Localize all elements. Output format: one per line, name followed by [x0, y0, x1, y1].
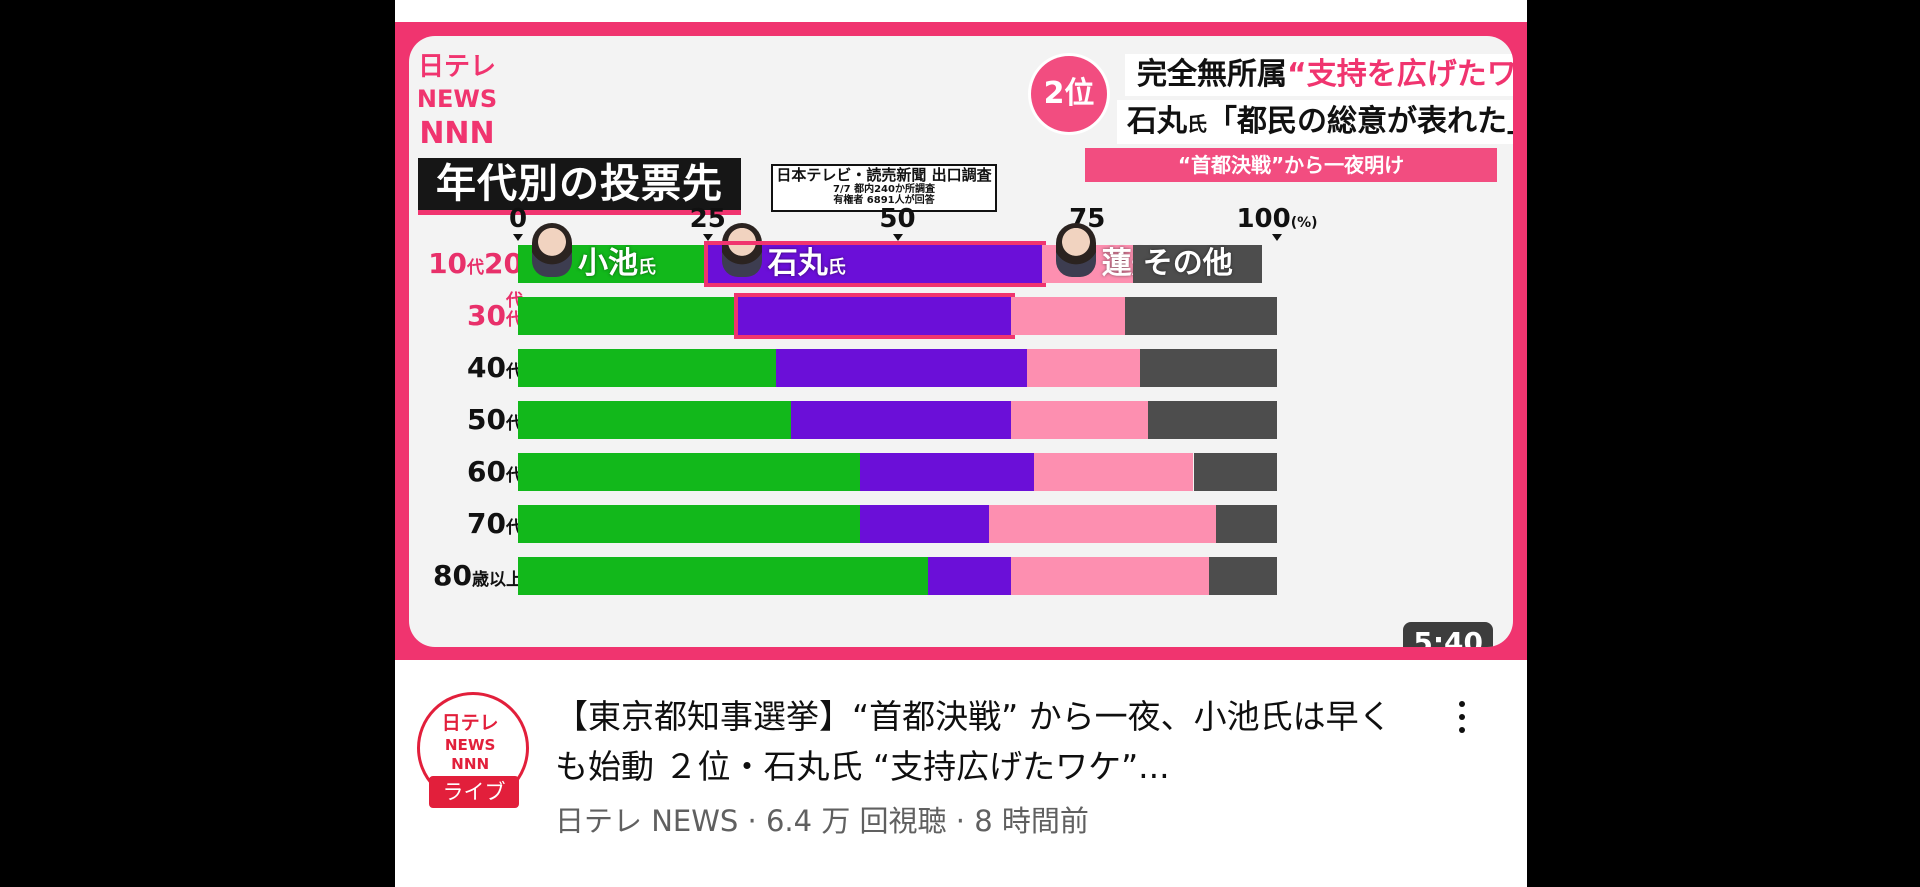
bar-segment: [518, 349, 777, 387]
category-label: 60代: [467, 455, 523, 488]
series-label: 石丸氏: [767, 246, 846, 281]
bar-segment: [707, 245, 1042, 283]
headline-2-c: 「都民の総意が表れた」: [1207, 104, 1513, 139]
avatar-logo-line-1: 日テレ: [442, 712, 499, 734]
bar-segment: [776, 349, 1027, 387]
category-label: 80歳以上: [433, 559, 523, 592]
logo-line-2: NEWS: [418, 85, 496, 113]
channel-logo-icon: 日テレ NEWS NNN: [442, 712, 499, 773]
bar-segment: [927, 557, 1012, 595]
view-count: 6.4 万 回視聴: [765, 804, 947, 838]
more-dot: [1459, 727, 1465, 733]
live-badge: ライブ: [429, 776, 519, 808]
more-options-button[interactable]: [1447, 694, 1477, 744]
x-tick-label: 100(%): [1236, 204, 1318, 234]
category-label: 10代20代: [428, 247, 523, 311]
category-label: 70代: [467, 507, 523, 540]
x-tick-label: 25: [689, 204, 726, 234]
sub-banner: “首都決戦”から一夜明け: [1085, 148, 1497, 182]
x-tick-label: 50: [879, 204, 916, 234]
ntv-news-logo: 日テレ NEWS NNN: [417, 45, 497, 157]
bar-segment: [1026, 349, 1141, 387]
bar-segment: [988, 505, 1217, 543]
survey-line-2: 7/7 都内240か所調査: [833, 184, 935, 195]
series-label: 小池氏: [578, 246, 656, 281]
bar-segment: [1147, 401, 1277, 439]
video-card[interactable]: 日テレ NEWS NNN 年代別の投票先 日本テレビ・読売新聞 出口調査 7/7…: [395, 0, 1527, 887]
x-axis-unit: (%): [1290, 215, 1318, 231]
x-tick-mark: [892, 234, 903, 241]
video-thumbnail[interactable]: 日テレ NEWS NNN 年代別の投票先 日本テレビ・読売新聞 出口調査 7/7…: [395, 22, 1527, 660]
candidate-portrait-icon: [1055, 223, 1096, 277]
meta-separator: ·: [955, 804, 965, 838]
video-duration: 5:40: [1403, 622, 1493, 647]
bar-segment: [1011, 557, 1209, 595]
bar-row: [518, 401, 1277, 439]
bar-segment: [738, 297, 1012, 335]
bar-segment: [1140, 349, 1277, 387]
bar-segment: [518, 505, 860, 543]
category-label: 40代: [467, 351, 523, 384]
logo-line-1: 日テレ: [418, 52, 496, 82]
candidate-portrait-icon: [532, 223, 572, 277]
headline-1-b: “支持を広げたワケ”: [1287, 57, 1513, 92]
bar-row: [518, 349, 1277, 387]
bar-segment: [518, 401, 792, 439]
video-title[interactable]: 【東京都知事選挙】“首都決戦” から一夜、小池氏は早くも始動 ２位・石丸氏 “支…: [555, 697, 1392, 786]
headline-1-a: 完全無所属: [1137, 57, 1287, 92]
bar-segment: [859, 505, 989, 543]
bar-segment: [791, 401, 1012, 439]
x-tick-mark: [1272, 234, 1282, 241]
upload-age: 8 時間前: [974, 804, 1089, 838]
video-meta: 日テレ NEWS · 6.4 万 回視聴 · 8 時間前: [555, 798, 1089, 840]
bar-segment: [1208, 557, 1277, 595]
series-label: その他: [1142, 246, 1233, 281]
bar-segment: [1132, 245, 1262, 283]
bar-segment: [518, 557, 928, 595]
rank-badge: 2位: [1031, 56, 1107, 132]
headline-line-1: 完全無所属“支持を広げたワケ”: [1125, 54, 1513, 96]
survey-line-1: 日本テレビ・読売新聞 出口調査: [776, 166, 992, 184]
logo-line-3: NNN: [419, 116, 494, 151]
bar-segment: [1034, 453, 1194, 491]
bar-segment: [1011, 297, 1126, 335]
category-label: 30代: [467, 299, 523, 332]
survey-source-box: 日本テレビ・読売新聞 出口調査 7/7 都内240か所調査 有権者 6891人が…: [771, 164, 997, 212]
bar-row: 小池氏石丸氏蓮舫氏その他: [518, 223, 1277, 287]
headline-line-2: 石丸氏「都民の総意が表れた」: [1117, 100, 1513, 144]
bar-row: [518, 505, 1277, 543]
bar-row: [518, 453, 1277, 491]
avatar-logo-line-2: NEWS: [445, 736, 496, 754]
headline-2-a: 石丸: [1127, 104, 1187, 139]
headline-box: 完全無所属“支持を広げたワケ” 石丸氏「都民の総意が表れた」: [1101, 54, 1513, 158]
survey-line-3: 有権者 6891人が回答: [833, 195, 935, 206]
bar-row: [518, 557, 1277, 595]
channel-name[interactable]: 日テレ NEWS: [555, 804, 739, 838]
bar-segment: [1125, 297, 1277, 335]
bar-segment: [1011, 401, 1148, 439]
more-dot: [1459, 714, 1465, 720]
bar-segment: [1193, 453, 1277, 491]
meta-separator: ·: [747, 804, 757, 838]
more-dot: [1459, 701, 1465, 707]
category-label: 50代: [467, 403, 523, 436]
bar-segment: [1216, 505, 1277, 543]
bar-segment: [859, 453, 1035, 491]
candidate-portrait-icon: [721, 223, 762, 277]
bar-segment: [518, 453, 860, 491]
highlight-frame: [703, 241, 1046, 287]
x-tick-mark: [513, 234, 523, 241]
thumbnail-screen: 日テレ NEWS NNN 年代別の投票先 日本テレビ・読売新聞 出口調査 7/7…: [409, 36, 1513, 647]
chart-title: 年代別の投票先: [418, 158, 741, 215]
x-tick-label: 0: [508, 204, 528, 234]
avatar-logo-line-3: NNN: [451, 755, 489, 773]
highlight-frame: [734, 293, 1016, 339]
x-tick-mark: [702, 234, 713, 241]
bar-row: [518, 293, 1277, 339]
bar-segment: [518, 297, 739, 335]
headline-2-b: 氏: [1187, 112, 1207, 136]
